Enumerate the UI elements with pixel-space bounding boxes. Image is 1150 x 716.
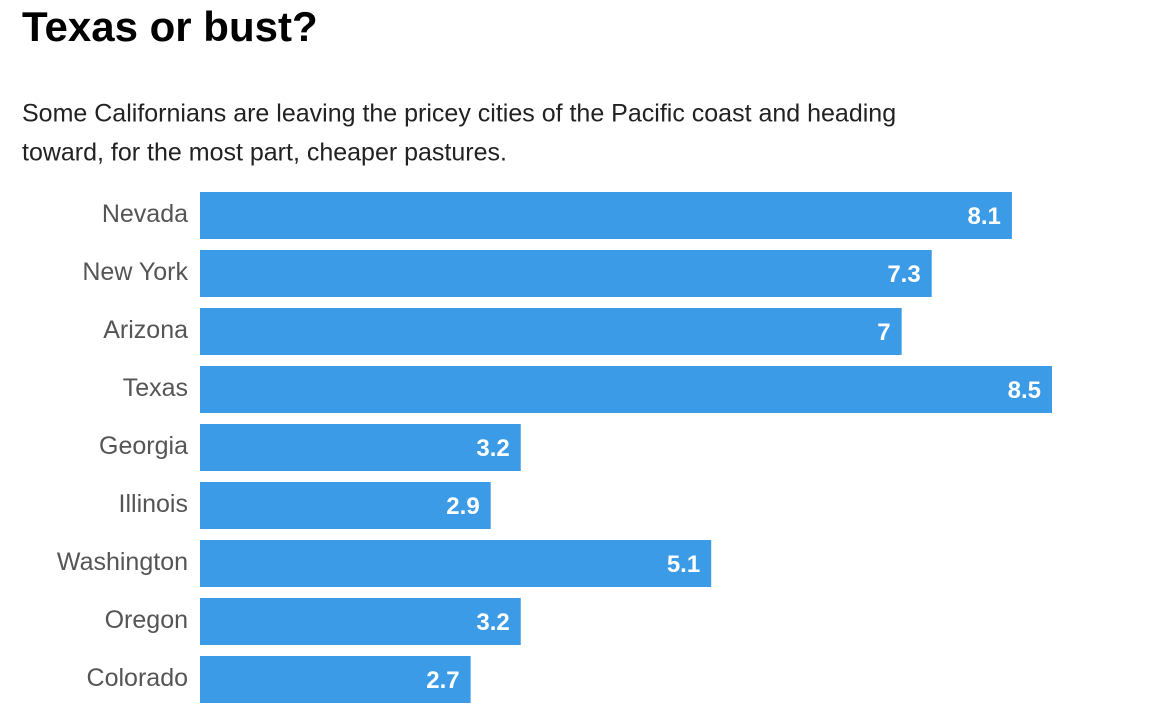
value-label: 3.2 — [476, 609, 509, 636]
value-label: 2.9 — [446, 493, 479, 520]
bar — [200, 598, 521, 645]
value-label: 7 — [877, 319, 890, 346]
bar — [200, 250, 932, 297]
y-tick-label: Arizona — [103, 316, 188, 344]
chart-title: Texas or bust? — [22, 3, 318, 50]
y-tick-label: Texas — [123, 374, 188, 402]
y-tick-label: New York — [82, 258, 188, 286]
bar — [200, 482, 491, 529]
bar — [200, 192, 1012, 239]
value-label: 8.1 — [968, 203, 1001, 230]
y-tick-label: Georgia — [99, 432, 188, 460]
value-label: 7.3 — [887, 261, 920, 288]
value-label: 2.7 — [426, 667, 459, 694]
y-tick-label: Illinois — [119, 490, 188, 518]
bar — [200, 540, 712, 587]
y-tick-label: Washington — [57, 548, 188, 576]
value-label: 8.5 — [1008, 377, 1041, 404]
value-label: 5.1 — [667, 551, 700, 578]
y-tick-label: Colorado — [87, 664, 188, 692]
bar — [200, 424, 521, 471]
y-tick-label: Nevada — [102, 200, 188, 228]
y-tick-label: Oregon — [105, 606, 188, 634]
value-label: 3.2 — [476, 435, 509, 462]
bar — [200, 366, 1052, 413]
subtitle-line: Some Californians are leaving the pricey… — [22, 100, 896, 128]
bar — [200, 656, 471, 703]
subtitle-line: toward, for the most part, cheaper pastu… — [22, 139, 507, 167]
bar — [200, 308, 902, 355]
